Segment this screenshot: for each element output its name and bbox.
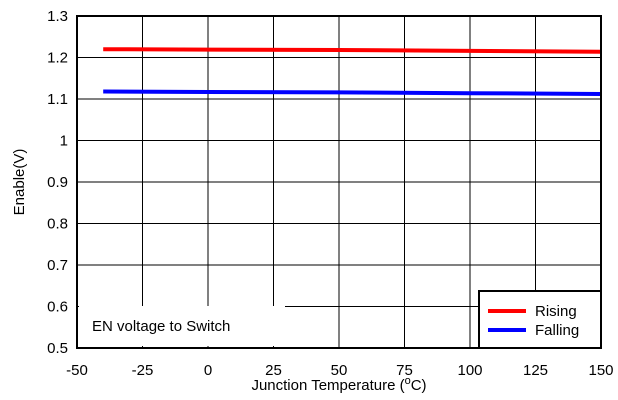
legend-box — [478, 290, 602, 349]
y-tick-label: 0.8 — [47, 216, 68, 233]
y-tick-label: 0.5 — [47, 340, 68, 357]
x-axis-title-superscript: o — [405, 375, 411, 387]
x-tick-label: 75 — [396, 362, 413, 379]
grid — [77, 16, 601, 348]
x-axis-title: Junction Temperature (oC) — [251, 375, 426, 394]
x-tick-label: -50 — [66, 362, 88, 379]
legend-label-falling: Falling — [535, 322, 579, 339]
legend: Rising Falling — [478, 290, 602, 349]
x-tick-label: 0 — [204, 362, 212, 379]
plot-area-frame — [76, 15, 602, 349]
x-axis-title-suffix: C) — [411, 377, 427, 394]
y-tick-label: 0.9 — [47, 174, 68, 191]
y-tick-label: 0.7 — [47, 257, 68, 274]
annotation-label: EN voltage to Switch — [92, 318, 230, 335]
y-tick-label: 1.2 — [47, 50, 68, 67]
y-axis-ticks: 0.5 0.6 0.7 0.8 0.9 1 1.1 1.2 1.3 — [47, 8, 68, 357]
x-tick-label: 125 — [523, 362, 548, 379]
x-tick-label: 100 — [457, 362, 482, 379]
series-line-rising — [103, 47, 602, 54]
x-tick-label: 25 — [265, 362, 282, 379]
x-axis-ticks: -50 -25 0 25 50 75 100 125 150 — [66, 362, 613, 379]
y-tick-label: 0.6 — [47, 299, 68, 316]
annotation-background — [79, 306, 285, 346]
x-axis-title-main: Junction Temperature ( — [251, 377, 404, 394]
y-tick-label: 1.1 — [47, 91, 68, 108]
y-axis-title: Enable(V) — [11, 149, 28, 216]
y-tick-label: 1.3 — [47, 8, 68, 25]
annotation-group: EN voltage to Switch — [79, 306, 285, 346]
legend-label-rising: Rising — [535, 303, 577, 320]
x-tick-label: 50 — [331, 362, 348, 379]
series-line-falling — [103, 89, 602, 97]
series-group — [103, 47, 602, 97]
y-tick-label: 1 — [60, 133, 68, 150]
x-tick-label: 150 — [588, 362, 613, 379]
x-tick-label: -25 — [132, 362, 154, 379]
